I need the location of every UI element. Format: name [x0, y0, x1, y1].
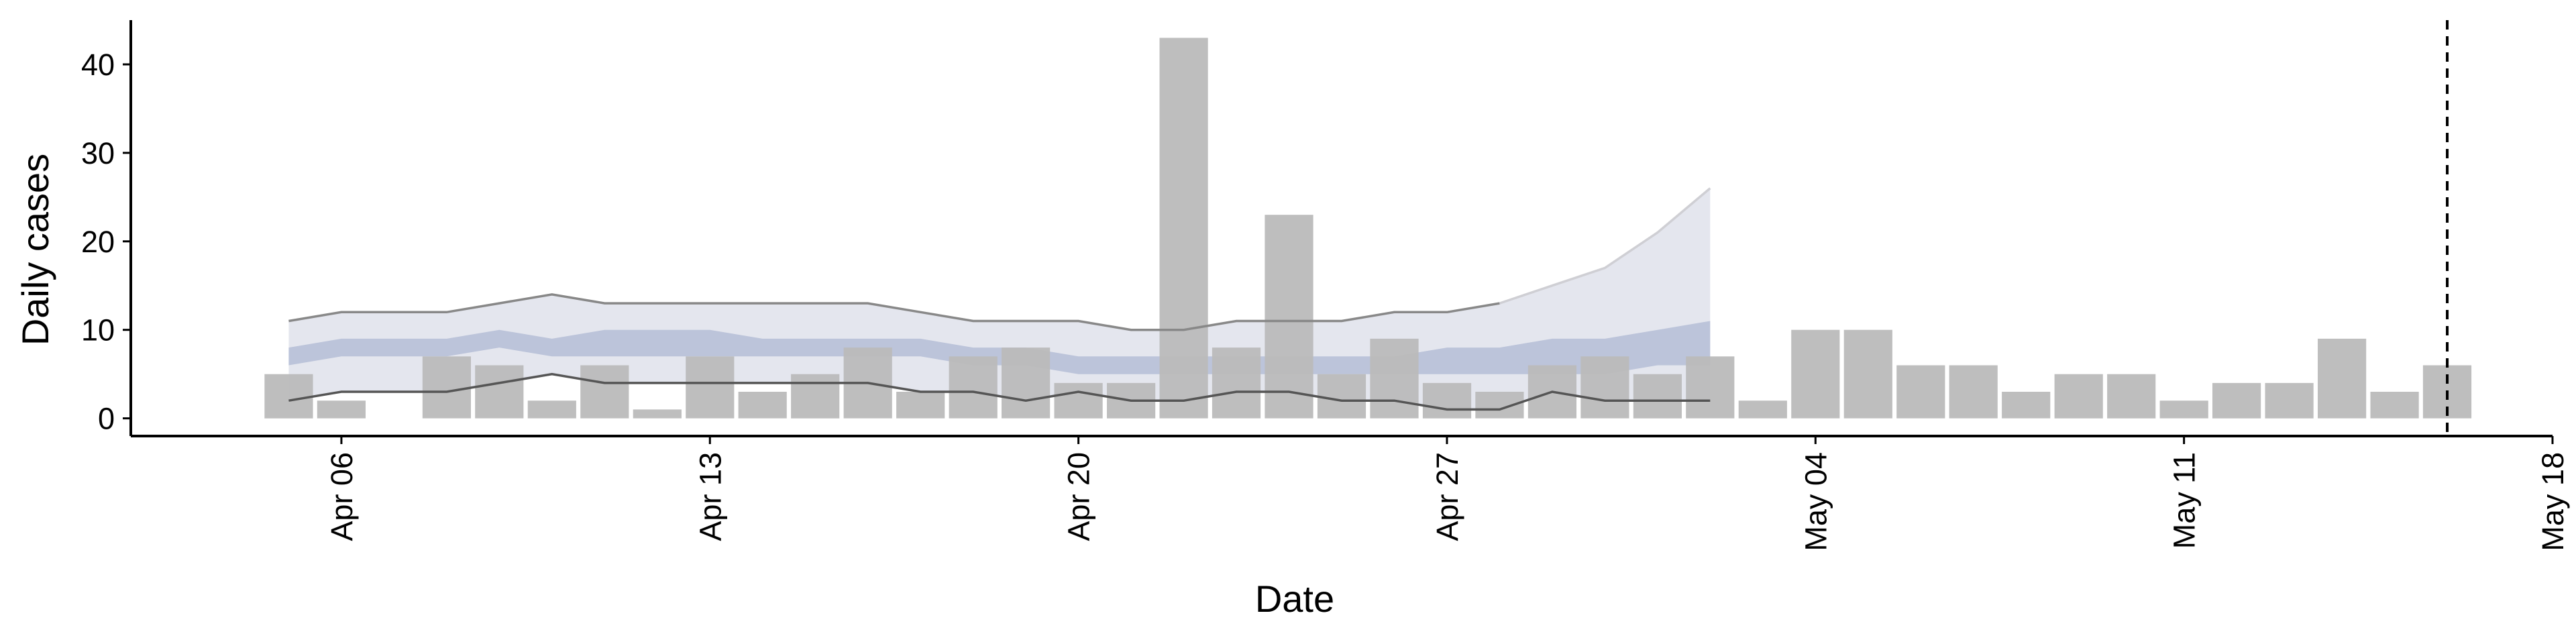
bar-2020-04-13 — [686, 356, 735, 419]
bar-2020-05-10 — [2107, 374, 2156, 419]
bar-2020-05-03 — [1738, 400, 1787, 419]
y-tick-label-30: 30 — [81, 136, 115, 170]
daily-cases-bars — [264, 38, 2472, 419]
bar-2020-04-22 — [1159, 38, 1208, 419]
x-tick-label-2020-04-20: Apr 20 — [1062, 452, 1096, 541]
inner-interval-band — [288, 321, 1711, 374]
bar-2020-05-09 — [2054, 374, 2103, 419]
bar-2020-05-07 — [1949, 365, 1998, 419]
bar-2020-04-27 — [1422, 382, 1472, 419]
bar-2020-05-13 — [2265, 382, 2314, 419]
bar-2020-05-01 — [1633, 374, 1682, 419]
bar-2020-04-18 — [949, 356, 998, 419]
bar-2020-04-15 — [791, 374, 840, 419]
y-tick-label-40: 40 — [81, 48, 115, 82]
bar-2020-04-08 — [422, 356, 471, 419]
bar-2020-04-06 — [317, 400, 366, 419]
bar-2020-04-09 — [475, 365, 524, 419]
bar-2020-04-28 — [1475, 392, 1524, 419]
y-axis-label: Daily cases — [14, 154, 56, 345]
x-tick-label-2020-05-11: May 11 — [2167, 452, 2202, 549]
bar-2020-04-19 — [1002, 347, 1051, 419]
bar-2020-05-12 — [2212, 382, 2261, 419]
bar-2020-04-25 — [1317, 374, 1366, 419]
bar-2020-04-26 — [1370, 338, 1419, 419]
bar-2020-05-08 — [2002, 392, 2051, 419]
bar-2020-04-14 — [738, 392, 787, 419]
bar-2020-05-05 — [1843, 329, 1892, 419]
bar-2020-04-23 — [1212, 347, 1261, 419]
bar-2020-05-04 — [1791, 329, 1840, 419]
bar-2020-05-06 — [1896, 365, 1945, 419]
forecast-interval-lines — [288, 187, 1711, 411]
x-tick-label-2020-05-04: May 04 — [1799, 452, 1833, 551]
x-axis-label: Date — [1255, 578, 1334, 620]
bar-2020-05-11 — [2159, 400, 2208, 419]
x-tick-label-2020-05-18: May 18 — [2536, 452, 2570, 551]
upper-interval-line — [288, 293, 1500, 331]
bar-2020-04-10 — [527, 400, 576, 419]
bar-2020-04-30 — [1580, 356, 1629, 419]
y-tick-label-0: 0 — [98, 402, 115, 436]
x-tick-label-2020-04-13: Apr 13 — [693, 452, 727, 541]
bar-2020-04-24 — [1265, 215, 1313, 419]
bar-2020-04-05 — [264, 374, 313, 419]
forecast-bands — [288, 188, 1711, 410]
bar-2020-04-11 — [580, 365, 629, 419]
bar-2020-05-14 — [2318, 338, 2367, 419]
bar-2020-04-12 — [633, 409, 682, 419]
upper-interval-line-extension — [1499, 187, 1711, 305]
x-tick-label-2020-04-06: Apr 06 — [325, 452, 359, 541]
bar-2020-04-20 — [1054, 382, 1103, 419]
lower-interval-line — [288, 372, 1711, 411]
bar-2020-05-15 — [2370, 392, 2419, 419]
y-tick-label-20: 20 — [81, 225, 115, 259]
x-tick-label-2020-04-27: Apr 27 — [1430, 452, 1464, 541]
axes: 0 10 20 30 40 Apr 06 Apr 13 Apr 20 Apr 27 May 04 M… — [81, 20, 2570, 551]
bar-2020-04-17 — [896, 392, 945, 419]
bar-2020-05-02 — [1686, 356, 1735, 419]
y-tick-label-10: 10 — [81, 313, 115, 347]
